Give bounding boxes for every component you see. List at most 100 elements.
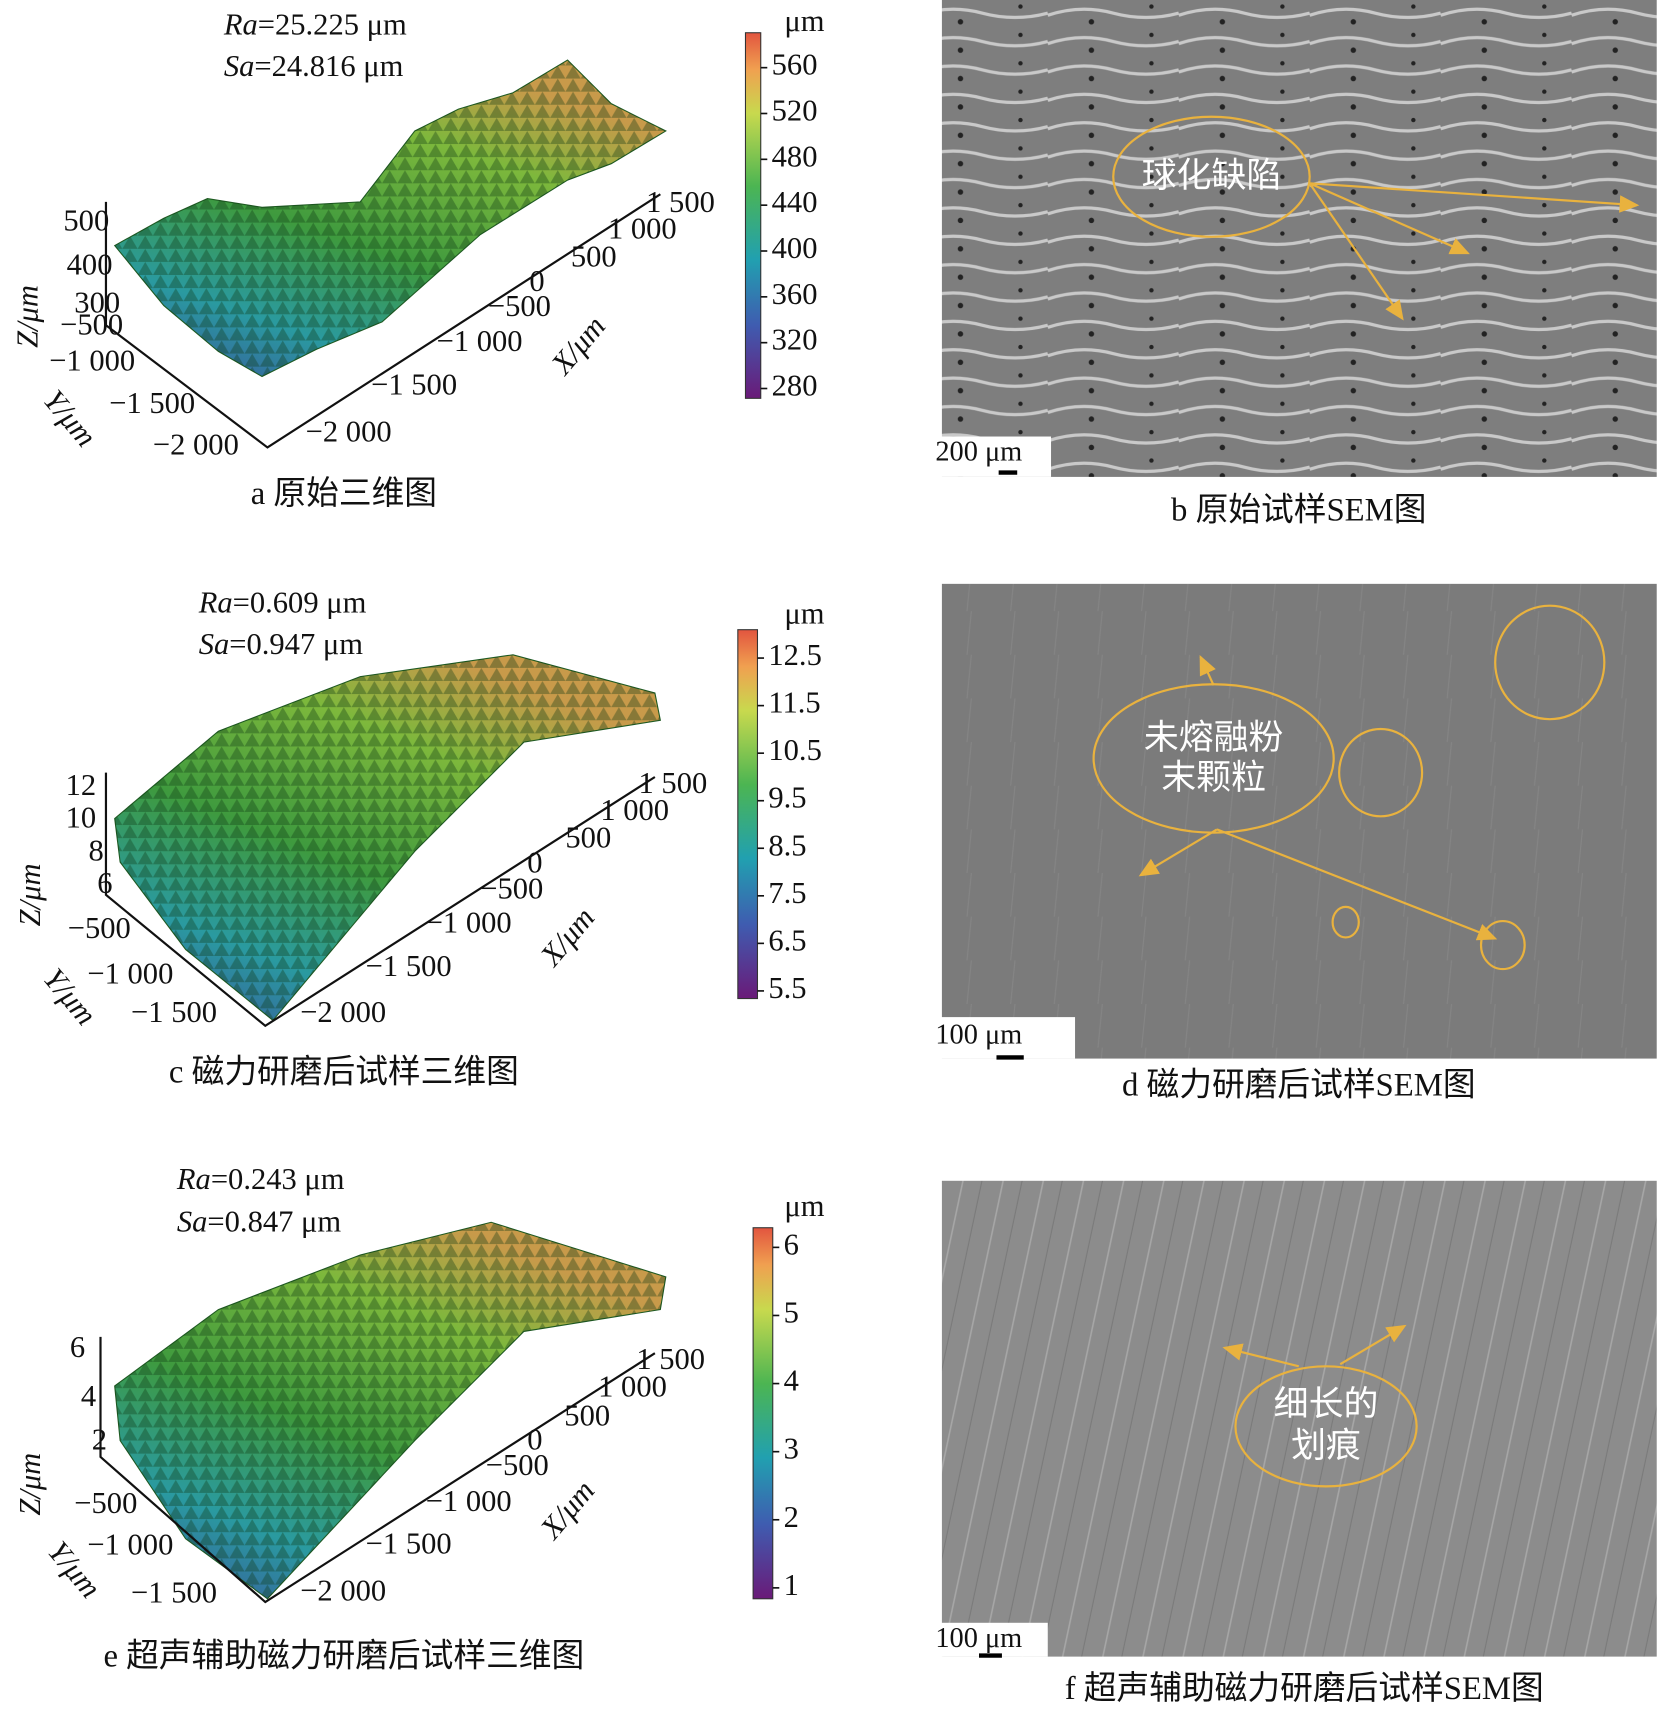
highlight-ellipse [1112,115,1311,238]
z-axis-label: Z/μm [13,863,47,926]
axis-frame [104,193,661,449]
annotation-arrow [1138,828,1218,877]
x-axis-label: X/μm [543,309,612,382]
roughness-stat: Ra=0.243 μm [176,1162,345,1196]
annotation-text: 末颗粒 [1161,758,1266,798]
colorbar-tick-label: 9.5 [768,781,806,815]
caption: f 超声辅助磁力研磨后试样SEM图 [1065,1670,1544,1707]
scale-bar-box [933,1622,1048,1657]
y-axis-label: Y/μm [37,383,103,453]
colorbar-tick-label: 320 [772,323,818,357]
y-tick-label: −1 000 [49,343,135,377]
roughness-stat: Sa=24.816 μm [224,49,404,83]
colorbar [744,32,762,399]
z-axis-label: Z/μm [11,285,45,348]
annotation-arrow [1216,828,1498,941]
caption: c 磁力研磨后试样三维图 [169,1053,519,1090]
colorbar-tick-label: 12.5 [768,638,821,672]
colorbar-tick-label: 6.5 [768,923,806,957]
surface-texture [114,60,666,377]
stat-symbol: Sa [177,1204,208,1238]
colorbar-tick-label: 520 [772,94,818,128]
x-tick-label: −2 000 [300,995,386,1029]
z-tick-label: 12 [66,768,97,802]
stat-value: =0.243 μm [211,1162,345,1196]
y-tick-label: −1 000 [87,957,173,991]
y-tick-label: −1 500 [131,995,217,1029]
roughness-stat: Ra=25.225 μm [223,7,407,41]
colorbar-tick-label: 440 [772,185,818,219]
z-tick-label: 4 [81,1379,96,1413]
caption: b 原始试样SEM图 [1171,491,1426,528]
highlight-ellipse [1331,905,1360,939]
colorbar-tick-label: 1 [784,1568,799,1602]
x-tick-label: 1 500 [639,766,708,800]
scale-bar-box [933,1017,1076,1059]
stat-value: =24.816 μm [254,49,403,83]
stat-value: =0.847 μm [207,1204,341,1238]
colorbar-tick-label: 560 [772,48,818,82]
x-tick-label: 1 000 [608,211,677,245]
caption: d 磁力研磨后试样SEM图 [1122,1067,1476,1104]
x-tick-label: −1 000 [426,905,512,939]
z-tick-label: 6 [97,866,112,900]
z-tick-label: 500 [63,204,109,238]
highlight-ellipse [1234,1365,1418,1488]
y-tick-label: −500 [68,911,131,945]
x-tick-label: 0 [529,264,544,298]
annotation-arrow [1308,182,1404,321]
axis-frame [99,1336,656,1604]
colorbar-unit: μm [784,597,824,631]
sem-image [941,583,1657,1059]
colorbar-tick-label: 11.5 [768,686,820,720]
x-axis-label: X/μm [532,901,601,974]
annotation-arrow [1222,1343,1300,1368]
x-tick-label: 1 500 [646,185,715,219]
stat-symbol: Ra [198,586,233,620]
scale-bar-box [933,436,1052,477]
colorbar-tick-label: 6 [784,1227,799,1261]
z-axis-label: Z/μm [13,1453,47,1516]
x-tick-label: −1 500 [366,1526,452,1560]
colorbar-tick-label: 7.5 [768,876,806,910]
z-tick-label: 400 [67,247,113,281]
roughness-stat: Sa=0.947 μm [199,627,364,661]
y-tick-label: −1 500 [109,386,195,420]
caption: e 超声辅助磁力研磨后试样三维图 [103,1637,584,1674]
x-tick-label: 1 000 [600,793,669,827]
x-tick-label: −2 000 [306,414,392,448]
surface-texture [114,654,661,1021]
colorbar-tick-label: 3 [784,1432,799,1466]
colorbar-tick-label: 400 [772,231,818,265]
colorbar-tick-label: 10.5 [768,733,821,767]
x-tick-label: 500 [564,1399,610,1433]
x-tick-label: 0 [527,845,542,879]
y-tick-label: −1 000 [87,1528,173,1562]
y-tick-label: −1 500 [131,1576,217,1610]
z-tick-label: 300 [74,286,120,320]
scale-bar-label: 100 μm [935,1019,1022,1050]
scale-bar-label: 100 μm [935,1623,1022,1654]
annotation-text: 细长的 [1274,1385,1379,1425]
x-tick-label: −1 000 [426,1484,512,1518]
x-tick-label: −1 500 [371,367,457,401]
caption: a 原始三维图 [251,475,437,512]
axis-frame [104,772,656,1028]
colorbar-unit: μm [784,1189,824,1223]
stat-symbol: Ra [223,7,258,41]
y-tick-label: −2 000 [153,427,239,461]
stat-symbol: Ra [176,1162,211,1196]
colorbar [737,629,759,1000]
x-tick-label: −1 000 [437,324,523,358]
sem-image [941,0,1657,477]
colorbar-tick-label: 8.5 [768,828,806,862]
colorbar-tick-label: 5.5 [768,971,806,1005]
annotation-text: 未熔融粉 [1144,718,1284,758]
z-tick-label: 8 [88,833,103,867]
highlight-ellipse [1479,919,1526,971]
x-tick-label: −500 [486,1448,549,1482]
annotation-arrow [1309,182,1470,255]
x-tick-label: 0 [527,1423,542,1457]
annotation-text: 球化缺陷 [1142,156,1282,196]
